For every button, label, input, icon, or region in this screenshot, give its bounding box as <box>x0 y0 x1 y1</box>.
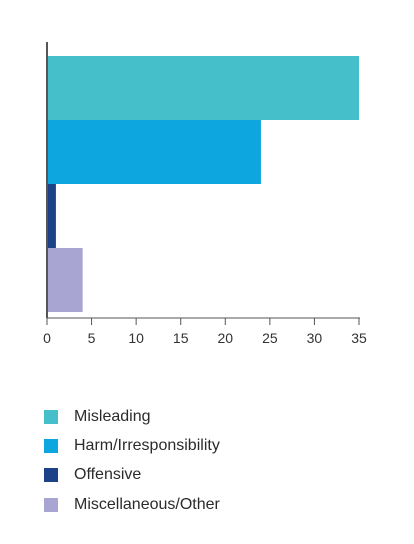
x-tick-label-20: 20 <box>217 330 233 346</box>
legend-item-misleading: Misleading <box>44 402 220 431</box>
bar-miscellaneous-other <box>47 248 83 312</box>
legend-item-miscellaneous-other: Miscellaneous/Other <box>44 490 220 519</box>
legend-item-offensive: Offensive <box>44 461 220 490</box>
legend-label-misleading: Misleading <box>74 407 151 425</box>
legend-swatch-offensive <box>44 468 58 483</box>
legend: Misleading Harm/Irresponsibility Offensive… <box>44 402 220 520</box>
legend-label-miscellaneous-other: Miscellaneous/Other <box>74 495 220 513</box>
x-tick-label-10: 10 <box>128 330 144 346</box>
legend-label-offensive: Offensive <box>74 466 142 484</box>
x-tick-label-15: 15 <box>173 330 189 346</box>
legend-label-harm-irresponsibility: Harm/Irresponsibility <box>74 437 220 455</box>
x-tick-label-35: 35 <box>351 330 367 346</box>
legend-swatch-miscellaneous-other <box>44 497 58 512</box>
x-tick-label-30: 30 <box>307 330 323 346</box>
legend-swatch-harm-irresponsibility <box>44 439 58 454</box>
bar-harm-irresponsibility <box>47 120 261 184</box>
legend-swatch-misleading <box>44 409 58 424</box>
x-tick-label-25: 25 <box>262 330 278 346</box>
bar-offensive <box>47 184 56 248</box>
legend-item-harm-irresponsibility: Harm/Irresponsibility <box>44 431 220 460</box>
x-tick-label-0: 0 <box>43 330 51 346</box>
x-tick-label-5: 5 <box>88 330 96 346</box>
bar-misleading <box>47 56 359 120</box>
bar-chart: 0 5 10 15 20 25 30 35 <box>43 42 367 346</box>
